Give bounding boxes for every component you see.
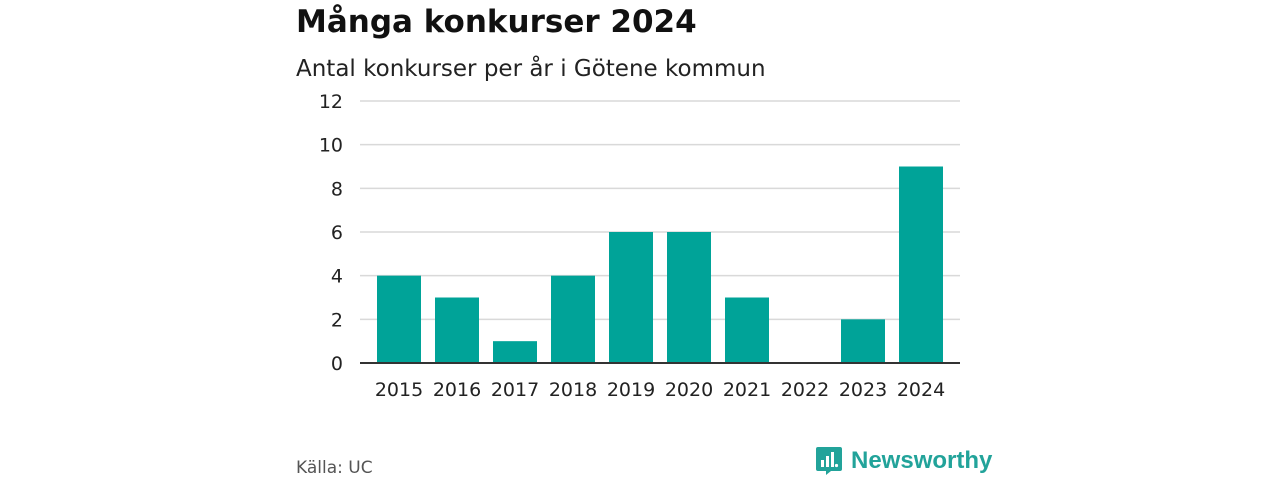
x-tick-label: 2020 (665, 379, 713, 401)
y-tick-label: 4 (331, 266, 343, 288)
bar-2021 (725, 297, 769, 363)
chart-subtitle: Antal konkurser per år i Götene kommun (296, 56, 766, 82)
bar-2018 (551, 275, 595, 363)
brand-logo[interactable]: Newsworthy (815, 446, 992, 476)
x-tick-label: 2021 (723, 379, 771, 401)
x-tick-label: 2022 (781, 379, 829, 401)
y-tick-label: 8 (331, 178, 343, 200)
newsworthy-logo-icon (816, 447, 842, 475)
chart-title: Många konkurser 2024 (296, 4, 697, 40)
y-tick-label: 2 (331, 309, 343, 331)
y-tick-label: 10 (319, 135, 343, 157)
y-tick-label: 12 (319, 91, 343, 113)
bar-chart: 0 2 4 6 8 10 12 2015 2016 2017 2018 2019 2020 2021 202… (319, 91, 960, 401)
x-tick-label: 2024 (897, 379, 945, 401)
bar-2015 (377, 275, 421, 363)
source-note: Källa: UC (296, 458, 373, 478)
bar-2019 (609, 232, 653, 363)
x-tick-label: 2015 (375, 379, 423, 401)
bar-2020 (667, 232, 711, 363)
x-tick-label: 2016 (433, 379, 481, 401)
bar-2017 (493, 341, 537, 363)
x-tick-label: 2019 (607, 379, 655, 401)
y-tick-label: 6 (331, 222, 343, 244)
bar-2023 (841, 319, 885, 363)
x-tick-label: 2017 (491, 379, 539, 401)
bar-2024 (899, 166, 943, 363)
brand-name: Newsworthy (851, 447, 993, 474)
x-tick-label: 2018 (549, 379, 597, 401)
x-tick-label: 2023 (839, 379, 887, 401)
y-tick-label: 0 (331, 353, 343, 375)
bar-2016 (435, 297, 479, 363)
